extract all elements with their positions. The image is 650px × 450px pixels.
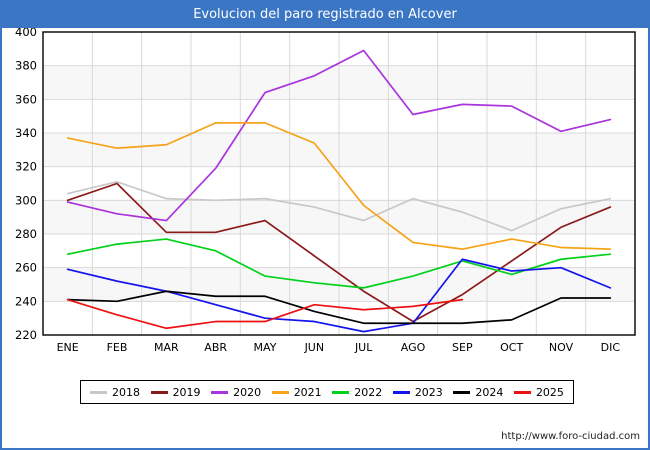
x-axis-tick-labels: ENE FEB MAR ABR MAY JUN JUL AGO SEP OCT NOV DIC <box>57 341 621 354</box>
legend-item-label: 2018 <box>112 385 140 399</box>
x-axis-tick-label: ENE <box>57 341 79 354</box>
y-axis-tick-label: 280 <box>15 227 37 241</box>
x-axis-tick-label: SEP <box>452 341 473 354</box>
legend-item-2021[interactable]: 2021 <box>271 385 322 399</box>
x-axis-tick-label: FEB <box>107 341 128 354</box>
legend-item-label: 2023 <box>414 385 443 399</box>
legend-swatch-icon <box>392 390 410 394</box>
x-axis-tick-label: MAR <box>154 341 179 354</box>
legend-item-2022[interactable]: 2022 <box>332 387 382 398</box>
legend-item-2019[interactable]: 2019 <box>150 385 201 399</box>
chart-legend: 2018 2019 2020 2021 2022 2023 2024 2025 <box>80 380 574 404</box>
legend-item-label: 2019 <box>172 385 201 399</box>
x-axis-tick-label: JUN <box>304 341 325 354</box>
x-axis-tick-label: AGO <box>401 341 426 354</box>
series-line-2020 <box>66 49 612 222</box>
legend-item-label: 2025 <box>535 385 564 399</box>
chart-area: 220 240 260 280 300 320 340 360 380 400 ENE FEB MAR… <box>2 28 648 368</box>
legend-item-label: 2021 <box>293 385 322 399</box>
window-title-bar: Evolucion del paro registrado en Alcover <box>2 2 648 28</box>
series-line-2022 <box>66 238 612 289</box>
legend-item-label: 2022 <box>354 385 383 399</box>
series-line-2025 <box>66 298 464 330</box>
y-axis-tick-label: 380 <box>15 59 37 73</box>
chart-plot-frame <box>42 31 636 336</box>
y-axis-tick-label: 400 <box>15 28 37 39</box>
legend-item-2025[interactable]: 2025 <box>513 385 564 399</box>
source-url: http://www.foro-ciudad.com <box>501 431 640 442</box>
y-axis-tick-label: 320 <box>15 160 37 174</box>
y-axis-tick-labels: 220 240 260 280 300 320 340 360 380 400 <box>15 28 37 342</box>
legend-swatch-icon <box>332 390 350 394</box>
x-axis-tick-label: OCT <box>500 341 523 354</box>
legend-swatch-icon <box>211 390 229 394</box>
y-axis-tick-label: 240 <box>15 294 37 308</box>
series-line-2019 <box>66 182 612 323</box>
x-axis-tick-label: NOV <box>549 341 574 354</box>
legend-swatch-icon <box>453 390 471 394</box>
y-axis-tick-label: 340 <box>15 126 37 140</box>
x-axis-tick-label: ABR <box>204 341 227 354</box>
legend-item-2018[interactable]: 2018 <box>90 387 140 398</box>
legend-swatch-icon <box>513 390 531 394</box>
legend-item-2020[interactable]: 2020 <box>211 387 261 398</box>
plot-border <box>42 31 636 336</box>
chart-series-group <box>66 49 612 333</box>
series-line-2021 <box>66 122 612 250</box>
y-axis-tick-label: 220 <box>15 328 37 342</box>
y-axis-tick-label: 360 <box>15 92 37 106</box>
x-axis-tick-label: DIC <box>601 341 621 354</box>
legend-swatch-icon <box>150 390 168 394</box>
legend-swatch-icon <box>271 390 289 394</box>
legend-item-2023[interactable]: 2023 <box>392 385 443 399</box>
legend-swatch-icon <box>90 390 107 394</box>
legend-item-label: 2020 <box>233 385 262 399</box>
legend-item-2024[interactable]: 2024 <box>453 387 503 398</box>
series-line-2023 <box>66 258 612 333</box>
line-chart: 220 240 260 280 300 320 340 360 380 400 ENE FEB MAR… <box>15 28 636 354</box>
page-title: Evolucion del paro registrado en Alcover <box>193 7 457 22</box>
y-axis-tick-label: 300 <box>15 193 37 207</box>
x-axis-tick-label: JUL <box>354 341 373 354</box>
x-axis-tick-label: MAY <box>254 341 277 354</box>
y-axis-tick-label: 260 <box>15 261 37 275</box>
series-line-2018 <box>66 180 612 232</box>
legend-item-label: 2024 <box>475 385 504 399</box>
series-line-2024 <box>66 290 612 325</box>
